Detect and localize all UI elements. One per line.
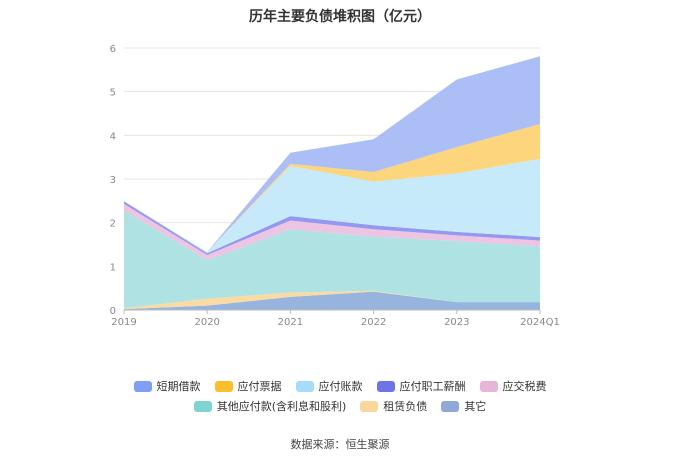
area-series — [124, 290, 540, 310]
legend-item[interactable]: 应付票据 — [214, 378, 282, 394]
legend-row-1: 短期借款 应付票据 应付账款 应付职工薪酬 应交税费 — [0, 378, 680, 394]
legend-swatch — [376, 380, 395, 392]
x-tick-label: 2023 — [444, 317, 469, 328]
legend-swatch — [479, 380, 498, 392]
y-tick-label: 1 — [110, 262, 116, 273]
legend-label: 应交税费 — [502, 380, 547, 393]
x-tick-label: 2022 — [361, 317, 386, 328]
y-tick-label: 4 — [110, 131, 116, 142]
legend-label: 应付职工薪酬 — [399, 380, 466, 393]
legend-label: 应付票据 — [237, 380, 282, 393]
area-series — [124, 158, 540, 254]
legend-label: 短期借款 — [156, 380, 201, 393]
legend-item[interactable]: 其它 — [441, 398, 486, 414]
legend-label: 其他应付款(含利息和股利) — [216, 400, 347, 413]
legend-swatch — [214, 380, 233, 392]
y-tick-label: 5 — [110, 88, 116, 99]
legend-swatch — [360, 400, 379, 412]
area-series — [124, 123, 540, 252]
data-source-note: 数据来源：恒生聚源 — [290, 438, 390, 451]
y-tick-label: 2 — [110, 219, 116, 230]
legend-item[interactable]: 应付账款 — [295, 378, 363, 394]
legend-label: 租赁负债 — [383, 400, 428, 413]
y-tick-label: 0 — [110, 306, 116, 317]
legend-item[interactable]: 应交税费 — [479, 378, 547, 394]
x-tick-label: 2024Q1 — [520, 317, 560, 328]
area-series — [124, 210, 540, 309]
area-series — [124, 291, 540, 310]
legend-label: 应付账款 — [318, 380, 363, 393]
legend-item[interactable]: 其他应付款(含利息和股利) — [193, 398, 347, 414]
y-tick-label: 3 — [110, 175, 116, 186]
legend-item[interactable]: 租赁负债 — [360, 398, 427, 414]
chart-title: 历年主要负债堆积图（亿元） — [249, 9, 431, 25]
area-series — [124, 203, 540, 261]
x-tick-label: 2019 — [111, 317, 136, 328]
legend-label: 其它 — [464, 400, 487, 413]
x-tick-label: 2021 — [278, 317, 303, 328]
legend-item[interactable]: 短期借款 — [133, 378, 201, 394]
legend-swatch — [295, 380, 314, 392]
x-tick-label: 2020 — [194, 317, 219, 328]
legend-item[interactable]: 应付职工薪酬 — [376, 378, 466, 394]
legend-swatch — [133, 380, 152, 392]
y-tick-label: 6 — [110, 44, 116, 55]
legend-swatch — [441, 400, 460, 412]
legend-row-2: 其他应付款(含利息和股利) 租赁负债 其它 — [0, 398, 680, 414]
legend-swatch — [193, 400, 212, 412]
area-series — [124, 56, 540, 252]
